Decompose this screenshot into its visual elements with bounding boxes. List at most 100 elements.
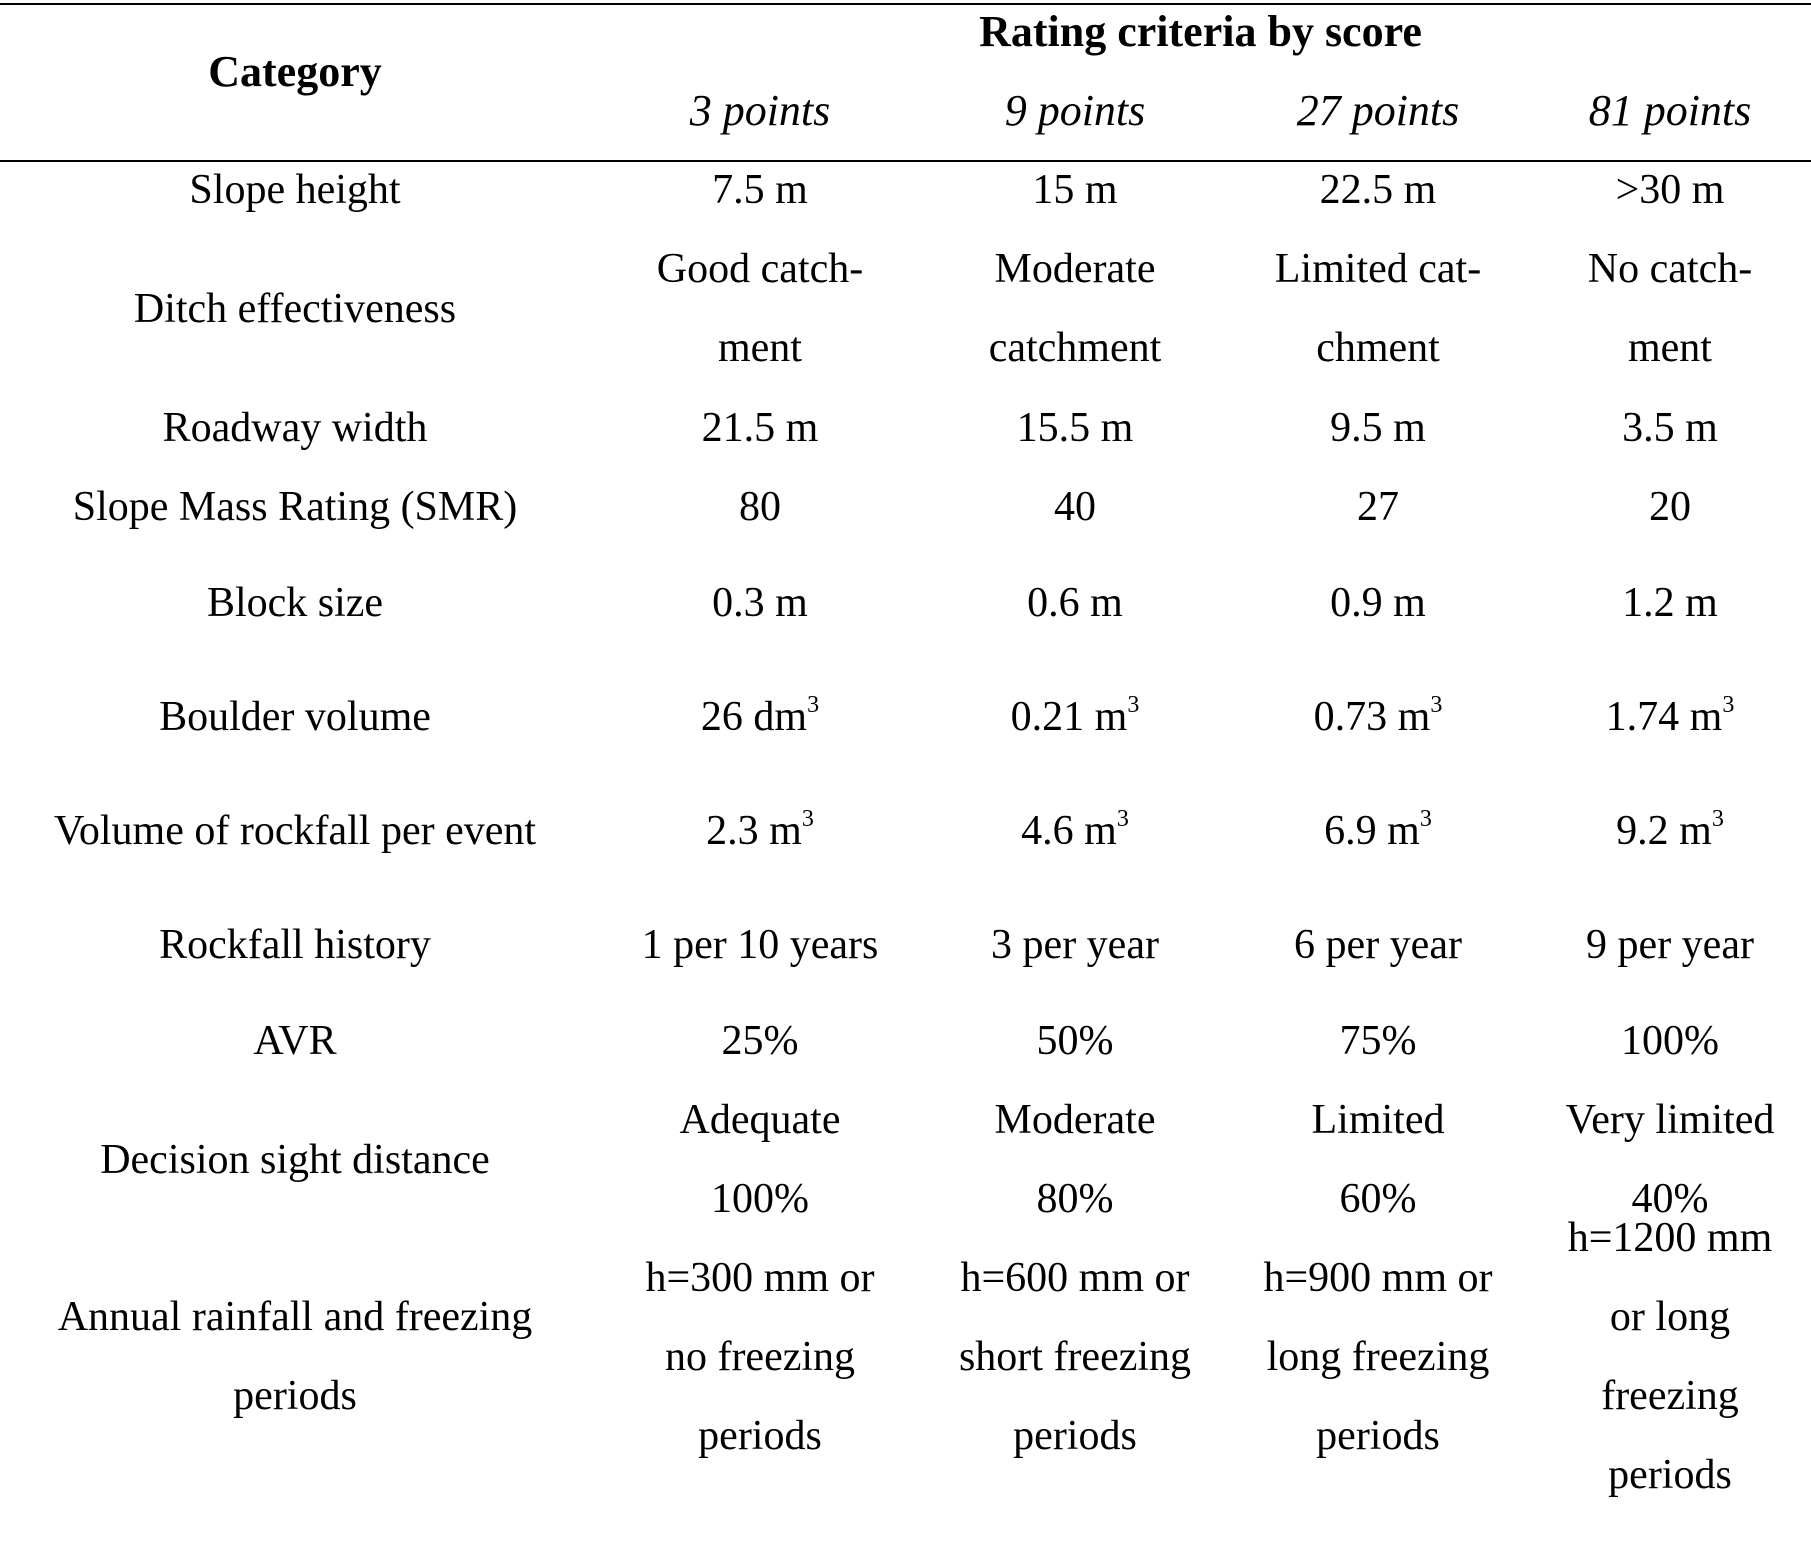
cell-base-text: 2.3 m	[706, 807, 802, 854]
cell-line: Annual rainfall and freezing	[57, 1294, 533, 1340]
category-cell: Slope height	[0, 151, 590, 230]
value-cell: 50%	[915, 1002, 1235, 1081]
value-cell: h=1200 mm or long freezing periods	[1510, 1199, 1811, 1515]
cell-line: 26 dm3	[600, 678, 920, 757]
cell-line: 1.2 m	[1622, 579, 1718, 626]
category-cell: AVR	[0, 1002, 590, 1081]
cell-line: Boulder volume	[159, 693, 431, 740]
value-cell: 7.5 m	[600, 151, 920, 230]
cell-line: freezing	[1601, 1373, 1739, 1419]
table-header-rule	[0, 160, 1811, 162]
cell-line: 6.9 m3	[1218, 792, 1538, 871]
cell-line: chment	[1316, 325, 1440, 371]
cell-base-text: 9.2 m	[1616, 807, 1712, 854]
value-cell: 0.9 m	[1218, 564, 1538, 643]
category-cell: Slope Mass Rating (SMR)	[0, 468, 590, 547]
cell-line: 0.3 m	[712, 579, 808, 626]
cell-line: 15 m	[1032, 166, 1118, 213]
value-cell: h=600 mm or short freezing periods	[915, 1239, 1235, 1476]
cell-line: Ditch effectiveness	[133, 285, 457, 332]
cell-line: >30 m	[1615, 166, 1725, 213]
cell-line: 22.5 m	[1319, 166, 1437, 213]
cell-line: 40%	[1631, 1176, 1709, 1222]
cell-line: 100%	[1621, 1017, 1719, 1064]
cell-superscript: 3	[801, 805, 814, 832]
cell-line: 9 per year	[1586, 921, 1754, 968]
cell-line: 0.6 m	[1027, 579, 1123, 626]
header-points-9: 9 points	[1004, 86, 1146, 135]
cell-line: or long	[1609, 1294, 1731, 1340]
cell-line: 2.3 m3	[600, 792, 920, 871]
cell-line: h=900 mm or	[1263, 1254, 1493, 1301]
value-cell: 0.21 m3	[915, 678, 1235, 757]
cell-line: Decision sight distance	[100, 1136, 490, 1183]
cell-line: 9.2 m3	[1510, 792, 1811, 871]
cell-superscript: 3	[1116, 805, 1129, 832]
category-cell: Decision sight distance	[0, 1121, 590, 1200]
header-category: Category	[208, 47, 382, 96]
value-cell: 6.9 m3	[1218, 792, 1538, 871]
cell-line: periods	[233, 1373, 357, 1419]
cell-line: h=600 mm or	[960, 1254, 1190, 1301]
cell-line: 0.21 m3	[915, 678, 1235, 757]
value-cell: 26 dm3	[600, 678, 920, 757]
category-cell: Ditch effectiveness	[0, 270, 590, 349]
cell-line: Slope Mass Rating (SMR)	[72, 483, 518, 530]
value-cell: 15.5 m	[915, 389, 1235, 468]
value-cell: 0.6 m	[915, 564, 1235, 643]
value-cell: >30 m	[1510, 151, 1811, 230]
value-cell: Limited 60%	[1218, 1081, 1538, 1239]
cell-base-text: 1.74 m	[1605, 693, 1723, 740]
value-cell: h=900 mm or long freezing periods	[1218, 1239, 1538, 1476]
value-cell: 6 per year	[1218, 906, 1538, 985]
cell-line: No catch-	[1587, 246, 1753, 292]
cell-line: catchment	[988, 325, 1162, 371]
cell-line: Moderate	[994, 246, 1156, 292]
cell-line: 40	[1054, 483, 1096, 530]
cell-line: periods	[698, 1412, 822, 1459]
cell-line: 50%	[1036, 1017, 1114, 1064]
value-cell: 9.2 m3	[1510, 792, 1811, 871]
cell-line: ment	[718, 325, 802, 371]
category-cell: Rockfall history	[0, 906, 590, 985]
cell-line: 6 per year	[1294, 921, 1462, 968]
header-points-27: 27 points	[1296, 86, 1460, 135]
cell-line: 0.9 m	[1330, 579, 1426, 626]
cell-line: 20	[1649, 483, 1691, 530]
value-cell: 9.5 m	[1218, 389, 1538, 468]
cell-superscript: 3	[1127, 691, 1140, 718]
cell-line: Slope height	[189, 166, 401, 213]
value-cell: 3 per year	[915, 906, 1235, 985]
cell-line: 21.5 m	[701, 404, 819, 451]
value-cell: 0.73 m3	[1218, 678, 1538, 757]
value-cell: 3.5 m	[1510, 389, 1811, 468]
cell-base-text: 4.6 m	[1021, 807, 1117, 854]
value-cell: Very limited 40%	[1510, 1081, 1811, 1239]
cell-line: 15.5 m	[1016, 404, 1134, 451]
value-cell: 2.3 m3	[600, 792, 920, 871]
value-cell: 75%	[1218, 1002, 1538, 1081]
cell-line: Volume of rockfall per event	[53, 807, 537, 854]
table-top-rule	[0, 3, 1811, 5]
cell-line: 60%	[1339, 1176, 1417, 1222]
cell-line: Moderate	[994, 1097, 1156, 1143]
value-cell: 21.5 m	[600, 389, 920, 468]
cell-line: 7.5 m	[712, 166, 808, 213]
value-cell: 80	[600, 468, 920, 547]
value-cell: Moderate 80%	[915, 1081, 1235, 1239]
value-cell: 25%	[600, 1002, 920, 1081]
cell-line: no freezing	[664, 1333, 856, 1380]
value-cell: 1 per 10 years	[600, 906, 920, 985]
cell-superscript: 3	[1430, 691, 1443, 718]
header-points-81: 81 points	[1588, 86, 1752, 135]
cell-line: ment	[1628, 325, 1712, 371]
cell-line: periods	[1013, 1412, 1137, 1459]
cell-line: 4.6 m3	[915, 792, 1235, 871]
cell-base-text: 0.73 m	[1313, 693, 1431, 740]
value-cell: 15 m	[915, 151, 1235, 230]
header-points-3: 3 points	[689, 86, 831, 135]
value-cell: Adequate 100%	[600, 1081, 920, 1239]
value-cell: 27	[1218, 468, 1538, 547]
header-rating-title: Rating criteria by score	[979, 7, 1422, 56]
